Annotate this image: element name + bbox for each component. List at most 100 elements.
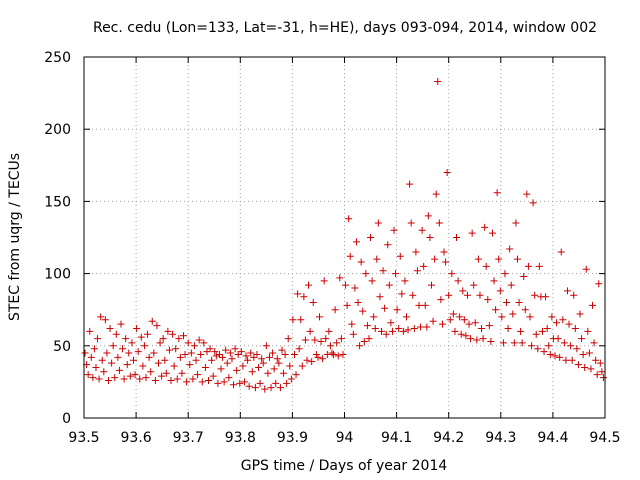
data-point [115,366,123,374]
x-tick-label: 94.4 [537,430,568,446]
data-point [576,310,584,318]
data-point [273,355,281,363]
data-point [187,349,195,357]
data-point [219,353,227,361]
data-point [357,258,365,266]
x-tick-label: 94 [336,430,354,446]
y-axis-ticks: 0 50 100 150 200 250 [44,50,605,427]
data-point [101,316,109,324]
data-point [521,306,529,314]
data-point [356,342,364,350]
data-point [159,335,167,343]
data-point [94,335,102,343]
data-point [346,252,354,260]
data-point [409,291,417,299]
data-point [315,313,323,321]
data-point [517,327,525,335]
data-point [496,287,504,295]
x-tick-label: 93.9 [277,430,308,446]
data-point [297,316,305,324]
data-point [446,316,454,324]
data-point [239,362,247,370]
data-point [438,320,446,328]
data-point [95,375,103,383]
data-point [322,335,330,343]
data-point [261,385,269,393]
data-point [262,342,270,350]
data-point [423,323,431,331]
data-point [180,332,188,340]
x-tick-label: 94.5 [589,430,620,446]
data-points [81,78,607,393]
data-point [278,346,286,354]
y-axis-label: STEC from uqrg / TECUs [7,153,23,321]
data-point [590,339,598,347]
data-point [343,301,351,309]
data-point [490,277,498,285]
data-point [596,359,604,367]
data-point [557,248,565,256]
data-point [104,376,112,384]
data-point [162,369,170,377]
data-point [211,348,219,356]
data-point [540,348,548,356]
data-point [453,234,461,241]
data-point [579,350,587,358]
data-point [570,291,578,299]
data-point [133,324,141,332]
data-point [217,365,225,373]
x-axis-ticks: 93.5 93.6 93.7 93.8 93.9 94 94.1 94.2 94.3 94.4 94… [68,57,621,446]
data-point [563,287,571,295]
x-axis-label: GPS time / Days of year 2014 [241,458,448,474]
data-point [284,335,292,343]
data-point [142,374,150,382]
data-point [454,277,462,285]
data-point [189,375,197,383]
data-point [470,281,478,289]
data-point [395,324,403,332]
data-point [215,350,223,358]
data-point [460,316,468,324]
x-tick-label: 94.2 [433,430,464,446]
data-point [295,345,303,353]
data-point [593,371,601,379]
data-point [359,307,367,315]
data-point [487,337,495,345]
data-point [504,324,512,332]
data-point [553,319,561,327]
data-point [176,353,184,361]
data-point [87,353,95,361]
data-point [445,291,453,299]
data-point [581,363,589,371]
data-point [203,348,211,356]
data-point [331,306,339,314]
data-point [448,270,456,278]
data-point [334,352,342,360]
data-point [532,330,540,338]
y-tick-label: 50 [53,339,71,355]
data-point [339,350,347,358]
data-point [140,342,148,350]
data-point [440,248,448,256]
data-point [175,335,183,343]
data-point [417,323,425,331]
data-point [194,371,202,379]
data-point [435,219,443,227]
data-point [267,384,275,392]
data-point [474,255,482,263]
data-point [231,345,239,353]
data-point [228,355,236,363]
data-point [236,379,244,387]
y-tick-label: 150 [44,194,71,210]
data-point [571,324,579,332]
data-point [155,359,163,367]
data-point [289,316,297,324]
data-point [148,317,156,325]
data-point [281,350,289,358]
data-point [531,291,539,299]
data-point [255,363,263,371]
data-point [98,356,106,364]
data-point [432,190,440,198]
data-point [206,345,214,353]
data-point [492,306,500,314]
